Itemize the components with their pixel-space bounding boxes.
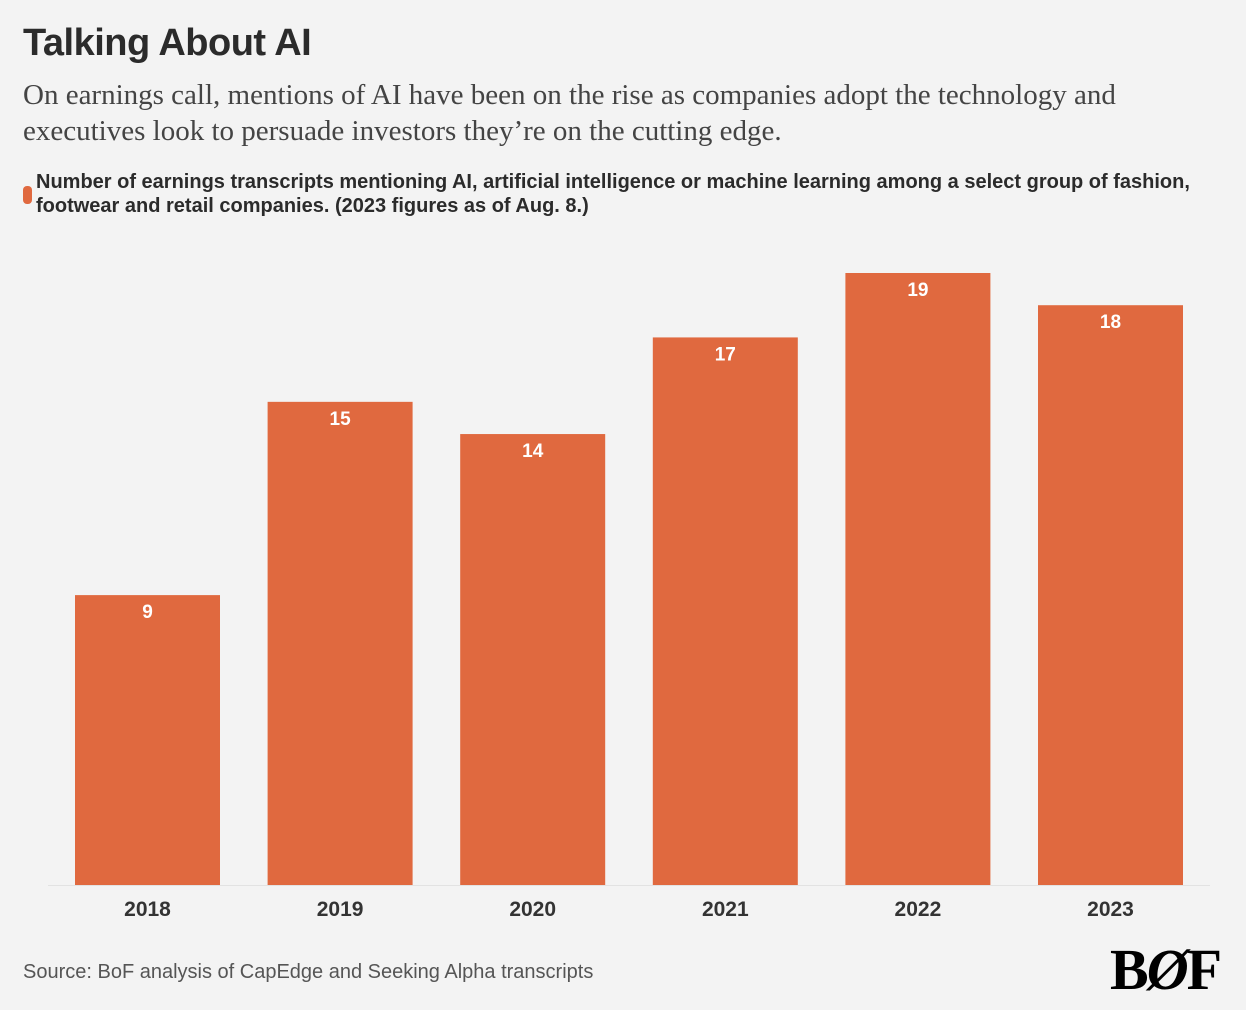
data-label-2018: 9 (142, 602, 153, 623)
x-tick-label-2018: 2018 (124, 898, 171, 921)
bof-logo: BØF (1110, 937, 1222, 1002)
x-tick-label-2022: 2022 (895, 898, 942, 921)
x-tick-label-2021: 2021 (702, 898, 749, 921)
chart-subtitle: On earnings call, mentions of AI have be… (23, 79, 1116, 147)
data-label-2021: 17 (715, 344, 736, 365)
bar-2023 (1038, 305, 1183, 885)
source-note: Source: BoF analysis of CapEdge and Seek… (23, 961, 594, 983)
data-label-2019: 15 (330, 409, 352, 430)
data-label-2023: 18 (1100, 312, 1121, 333)
x-tick-label-2019: 2019 (317, 898, 364, 921)
bar-2022 (845, 273, 991, 885)
legend: Number of earnings transcripts mentionin… (23, 170, 1223, 218)
data-label-2022: 19 (907, 280, 928, 301)
bar-2018 (75, 595, 220, 885)
x-tick-label-2020: 2020 (509, 898, 556, 921)
bar-2020 (460, 434, 606, 885)
legend-label: Number of earnings transcripts mentionin… (36, 171, 1190, 217)
chart-title: Talking About AI (23, 22, 312, 64)
data-label-2020: 14 (522, 441, 544, 462)
bar-2019 (267, 401, 413, 885)
bar-2021 (652, 337, 798, 886)
x-tick-label-2023: 2023 (1087, 898, 1134, 921)
legend-swatch (23, 186, 32, 204)
